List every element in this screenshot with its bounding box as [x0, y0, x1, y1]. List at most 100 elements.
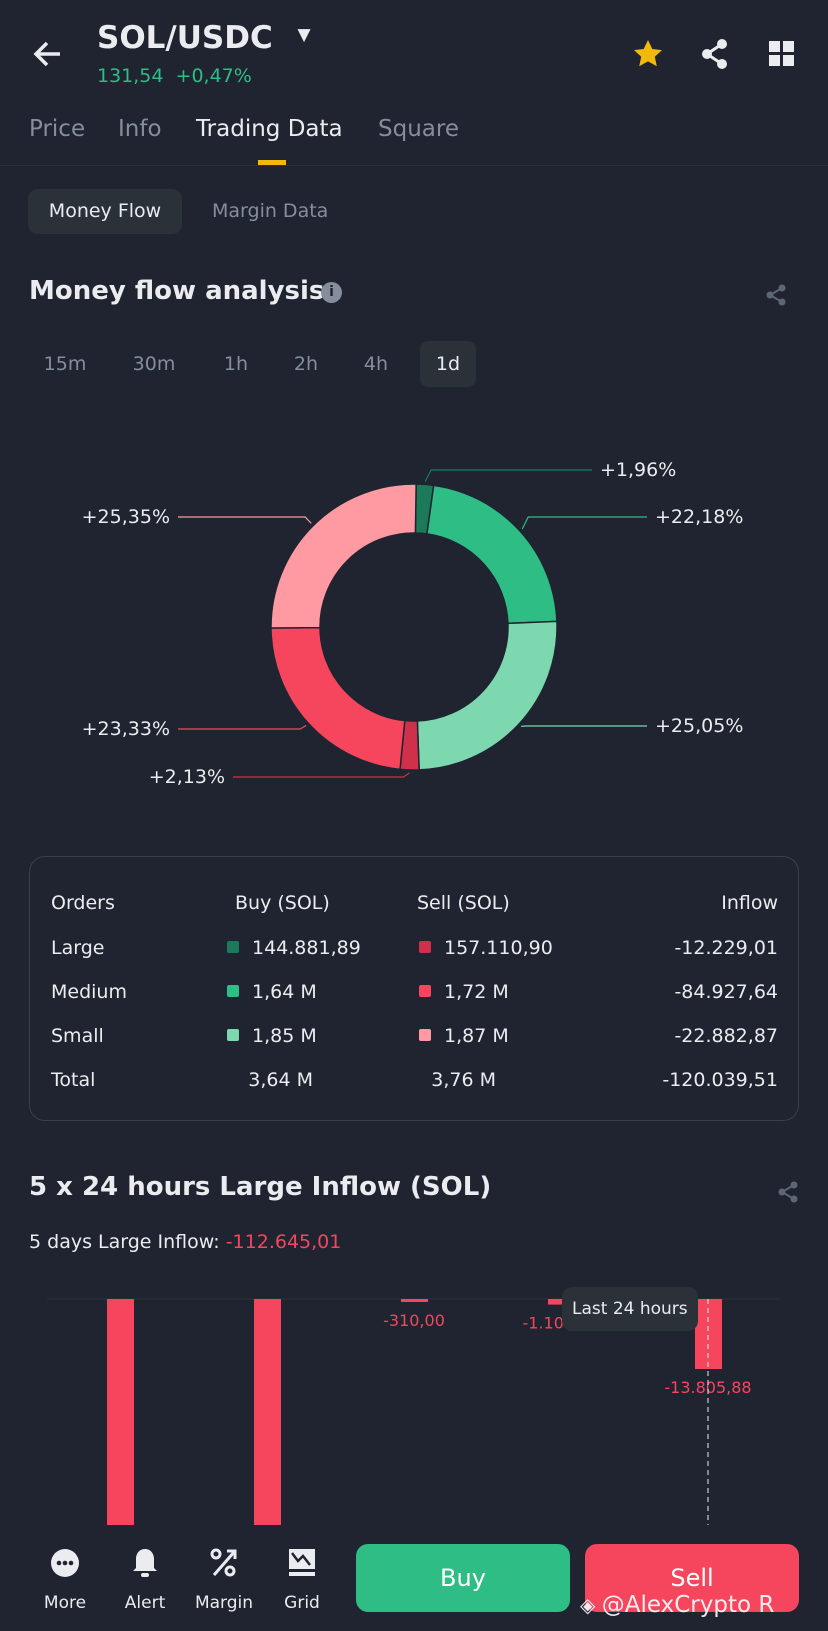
row-inflow: -12.229,01: [674, 937, 778, 959]
slice-label: +22,18%: [655, 506, 743, 528]
nav-alert-label: Alert: [124, 1593, 166, 1613]
active-tab-indicator: [258, 160, 286, 165]
info-icon[interactable]: i: [321, 282, 342, 303]
nav-margin-label: Margin: [194, 1593, 254, 1613]
row-name: Total: [51, 1069, 96, 1091]
donut-slice: [416, 620, 558, 771]
row-inflow: -22.882,87: [674, 1025, 778, 1047]
grid-menu-icon[interactable]: [768, 40, 796, 68]
grid-trading-icon: [289, 1549, 315, 1576]
timeframe-30m[interactable]: 30m: [132, 353, 176, 375]
star-icon[interactable]: [632, 38, 664, 70]
timeframe-2h[interactable]: 2h: [293, 353, 319, 375]
share-icon[interactable]: [700, 38, 730, 70]
row-sell-value: 3,76 M: [431, 1069, 496, 1091]
large-inflow-title: 5 x 24 hours Large Inflow (SOL): [29, 1172, 492, 1202]
timeframe-1h[interactable]: 1h: [223, 353, 249, 375]
subtab-money-flow[interactable]: Money Flow: [28, 189, 182, 234]
legend-swatch: [227, 1029, 239, 1041]
buy-button[interactable]: Buy: [356, 1544, 570, 1612]
caret-down-icon: ▼: [297, 25, 311, 45]
header-orders: Orders: [51, 892, 115, 914]
row-inflow: -84.927,64: [674, 981, 778, 1003]
donut-slice: [270, 483, 417, 629]
five-day-inflow-label: 5 days Large Inflow:: [29, 1231, 220, 1253]
tab-info[interactable]: Info: [118, 116, 162, 142]
tabs-divider: [0, 165, 828, 166]
row-buy: [227, 1025, 313, 1047]
nav-more[interactable]: More: [30, 1545, 100, 1613]
large-inflow-bar-chart: -310,00 -1.101,51-13.805,88: [47, 1298, 780, 1525]
slice-label: +2,13%: [149, 766, 225, 788]
binance-logo-icon: ◈: [580, 1593, 602, 1617]
row-name: Large: [51, 937, 105, 959]
inflow-bar[interactable]: [401, 1299, 428, 1302]
pair-title: SOL/USDC: [97, 20, 273, 56]
leader-line: [521, 516, 647, 530]
row-buy-value: 1,64 M: [252, 981, 317, 1003]
row-inflow: -120.039,51: [662, 1069, 778, 1091]
row-sell-swatch: [419, 981, 441, 1003]
row-name: Small: [51, 1025, 104, 1047]
bell-icon: [133, 1549, 157, 1577]
tooltip: Last 24 hours: [562, 1287, 698, 1331]
leader-line: [424, 469, 592, 482]
share-icon[interactable]: [777, 1181, 799, 1203]
nav-more-label: More: [43, 1593, 87, 1613]
tab-trading-data[interactable]: Trading Data: [196, 116, 343, 142]
inflow-bar[interactable]: [548, 1299, 575, 1305]
share-icon[interactable]: [765, 284, 787, 306]
slice-label: +23,33%: [82, 718, 170, 740]
arrow-left-icon: [33, 41, 60, 67]
donut-slice: [270, 626, 406, 771]
legend-swatch: [227, 941, 239, 953]
row-buy: [227, 937, 313, 959]
tab-price[interactable]: Price: [29, 116, 86, 142]
leader-line: [233, 772, 410, 778]
tab-square[interactable]: Square: [378, 116, 459, 142]
nav-grid[interactable]: Grid: [267, 1545, 337, 1613]
bar-value-label: -310,00: [383, 1311, 445, 1330]
row-sell-value: 1,72 M: [444, 981, 509, 1003]
header-sell: Sell (SOL): [417, 892, 510, 914]
nav-margin[interactable]: Margin: [189, 1545, 259, 1613]
row-sell-value: 157.110,90: [444, 937, 553, 959]
row-buy-value: 144.881,89: [252, 937, 361, 959]
margin-percent-icon: [210, 1548, 237, 1577]
last-price: 131,54: [97, 65, 164, 87]
row-sell-swatch: [419, 1025, 441, 1047]
donut-slice: [426, 484, 558, 625]
timeframe-15m[interactable]: 15m: [43, 353, 87, 375]
legend-swatch: [227, 985, 239, 997]
nav-grid-label: Grid: [284, 1593, 320, 1613]
nav-alert[interactable]: Alert: [110, 1545, 180, 1613]
slice-label: +25,05%: [655, 715, 743, 737]
leader-line: [178, 724, 307, 730]
row-buy-value: 3,64 M: [248, 1069, 313, 1091]
price-change: +0,47%: [175, 65, 252, 87]
row-name: Medium: [51, 981, 127, 1003]
header-buy: Buy (SOL): [235, 892, 330, 914]
row-sell-value: 1,87 M: [444, 1025, 509, 1047]
inflow-bar[interactable]: [254, 1299, 281, 1525]
watermark: ◈ @AlexCrypto R: [580, 1592, 775, 1618]
inflow-bar[interactable]: [107, 1299, 134, 1525]
back-button[interactable]: [30, 36, 66, 72]
orders-table: Orders Buy (SOL) Sell (SOL) Inflow Large…: [29, 856, 799, 1121]
slice-label: +25,35%: [82, 506, 170, 528]
pair-selector[interactable]: SOL/USDC ▼: [97, 20, 311, 56]
more-icon: [51, 1549, 79, 1577]
money-flow-donut-chart: +1,96% +22,18% +25,05% +2,13% +23,33% +25,35%: [82, 459, 744, 788]
header-inflow: Inflow: [721, 892, 778, 914]
bar-value-label: -13.805,88: [664, 1378, 751, 1397]
leader-line: [178, 516, 312, 524]
subtab-margin-data[interactable]: Margin Data: [212, 200, 329, 222]
row-buy: [227, 981, 313, 1003]
timeframe-4h[interactable]: 4h: [363, 353, 389, 375]
row-buy-value: 1,85 M: [252, 1025, 317, 1047]
row-sell-swatch: [419, 937, 441, 959]
five-day-inflow-value: -112.645,01: [225, 1231, 342, 1253]
timeframe-1d[interactable]: 1d: [420, 341, 476, 387]
sell-button[interactable]: Sell: [585, 1544, 799, 1612]
slice-label: +1,96%: [600, 459, 676, 481]
